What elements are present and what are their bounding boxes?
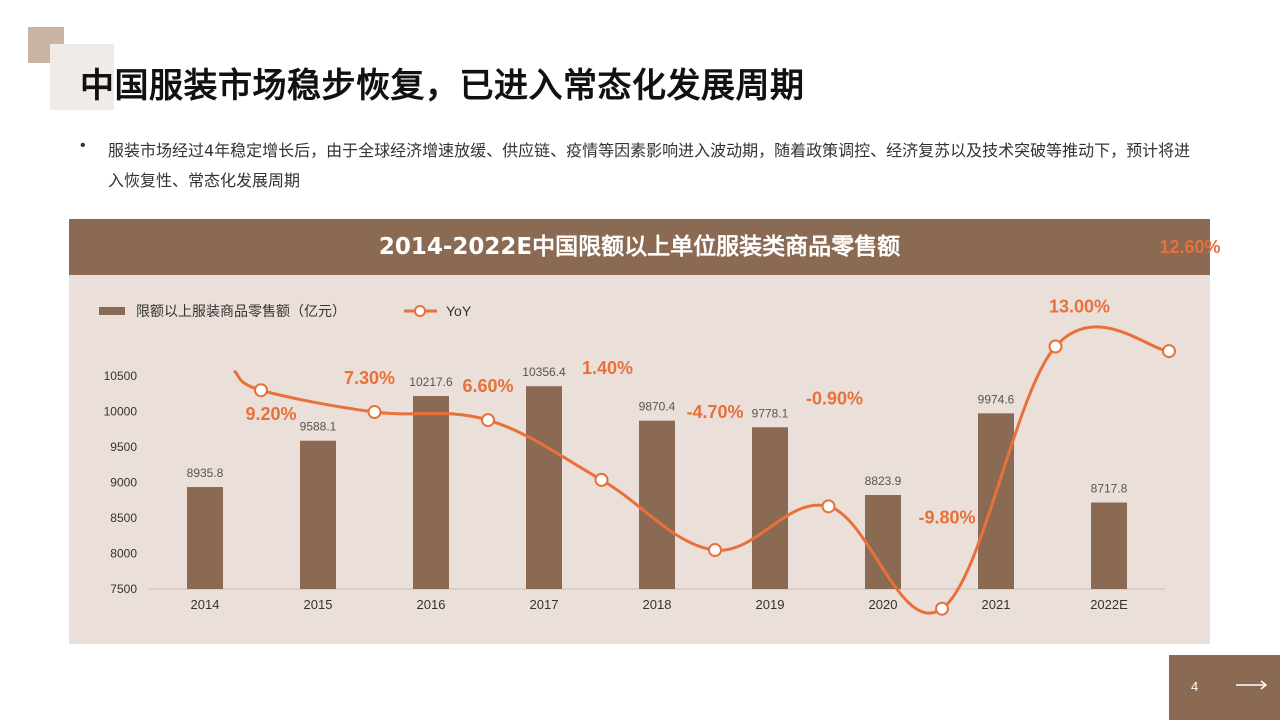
yoy-value-labels: 9.20% 7.30% 6.60% 1.40% -4.70% -0.90% -9.80% 13…	[245, 237, 1220, 528]
bar-value-label: 10217.6	[409, 375, 453, 389]
x-tick-label: 2021	[982, 597, 1011, 612]
chart-legend: 限额以上服装商品零售额（亿元） YoY	[99, 303, 472, 319]
yoy-markers	[254, 339, 1176, 616]
x-tick-label: 2016	[417, 597, 446, 612]
bar-value-label: 9778.1	[752, 406, 789, 420]
x-axis-labels: 2014 2015 2016 2017 2018 2019 2020 2021 2022E	[191, 597, 1129, 612]
y-tick-label: 9500	[110, 440, 137, 454]
decor-square-light	[50, 44, 114, 110]
yoy-value-label: -4.70%	[686, 402, 743, 422]
legend-bar-swatch	[99, 307, 125, 315]
y-axis-ticks: 10500 10000 9500 9000 8500 8000 7500	[104, 369, 138, 596]
bar-2022E	[1091, 502, 1127, 589]
bar-2017	[526, 386, 562, 589]
yoy-point	[821, 499, 836, 514]
yoy-point	[481, 413, 495, 428]
yoy-point	[1162, 344, 1176, 359]
yoy-point	[367, 405, 382, 420]
yoy-value-label: 6.60%	[462, 376, 513, 396]
bar-2020	[865, 495, 901, 589]
bar-2016	[413, 396, 449, 589]
page-number-box: 4	[1169, 655, 1280, 720]
x-tick-label: 2015	[304, 597, 333, 612]
yoy-value-label: -0.90%	[806, 388, 863, 408]
bar-2015	[300, 440, 336, 589]
bar-value-labels: 8935.8 9588.1 10217.6 10356.4 9870.4 9778.1 88…	[187, 365, 1128, 495]
yoy-value-label: 7.30%	[344, 368, 395, 388]
description-text: 服装市场经过4年稳定增长后，由于全球经济增速放缓、供应链、疫情等因素影响进入波动…	[108, 141, 1191, 190]
yoy-value-label: -9.80%	[918, 508, 975, 528]
x-tick-label: 2014	[191, 597, 220, 612]
legend-line-marker	[414, 305, 426, 317]
x-tick-label: 2018	[643, 597, 672, 612]
yoy-point	[594, 472, 609, 487]
y-tick-label: 10500	[104, 369, 138, 383]
yoy-value-label: 9.20%	[245, 404, 296, 424]
bar-value-label: 9588.1	[300, 420, 337, 434]
y-tick-label: 8500	[110, 511, 137, 525]
bullet-dot: •	[80, 137, 86, 154]
bar-2019	[752, 427, 788, 589]
arrow-right-icon[interactable]	[1235, 677, 1269, 693]
chart-header: 2014-2022E中国限额以上单位服装类商品零售额	[69, 219, 1210, 275]
yoy-point	[935, 601, 949, 616]
bar-value-label: 8717.8	[1091, 482, 1128, 496]
x-tick-label: 2019	[756, 597, 785, 612]
x-tick-label: 2022E	[1090, 597, 1128, 612]
yoy-value-label: 13.00%	[1049, 297, 1110, 317]
y-tick-label: 10000	[104, 405, 138, 419]
y-tick-label: 9000	[110, 476, 137, 490]
bar-2014	[187, 487, 223, 589]
y-tick-label: 8000	[110, 547, 137, 561]
bar-value-label: 8935.8	[187, 466, 224, 480]
yoy-point	[1048, 339, 1063, 354]
bar-2018	[639, 420, 675, 589]
yoy-point	[254, 383, 268, 398]
bar-value-label: 8823.9	[865, 474, 902, 488]
page-title: 中国服装市场稳步恢复，已进入常态化发展周期	[80, 66, 805, 106]
yoy-value-label: 1.40%	[582, 358, 633, 378]
legend-bar-label: 限额以上服装商品零售额（亿元）	[136, 303, 346, 319]
chart-title: 2014-2022E中国限额以上单位服装类商品零售额	[378, 234, 901, 260]
bar-2021	[978, 413, 1014, 589]
yoy-value-label: 12.60%	[1159, 237, 1220, 257]
legend-line-label: YoY	[446, 303, 472, 319]
bar-value-label: 10356.4	[522, 365, 566, 379]
bar-value-label: 9974.6	[978, 392, 1015, 406]
bars-group	[187, 386, 1127, 589]
page-number: 4	[1191, 679, 1199, 694]
x-tick-label: 2017	[530, 597, 559, 612]
yoy-point	[708, 543, 722, 558]
bar-value-label: 9870.4	[639, 400, 676, 414]
y-tick-label: 7500	[110, 582, 137, 596]
x-tick-label: 2020	[869, 597, 898, 612]
